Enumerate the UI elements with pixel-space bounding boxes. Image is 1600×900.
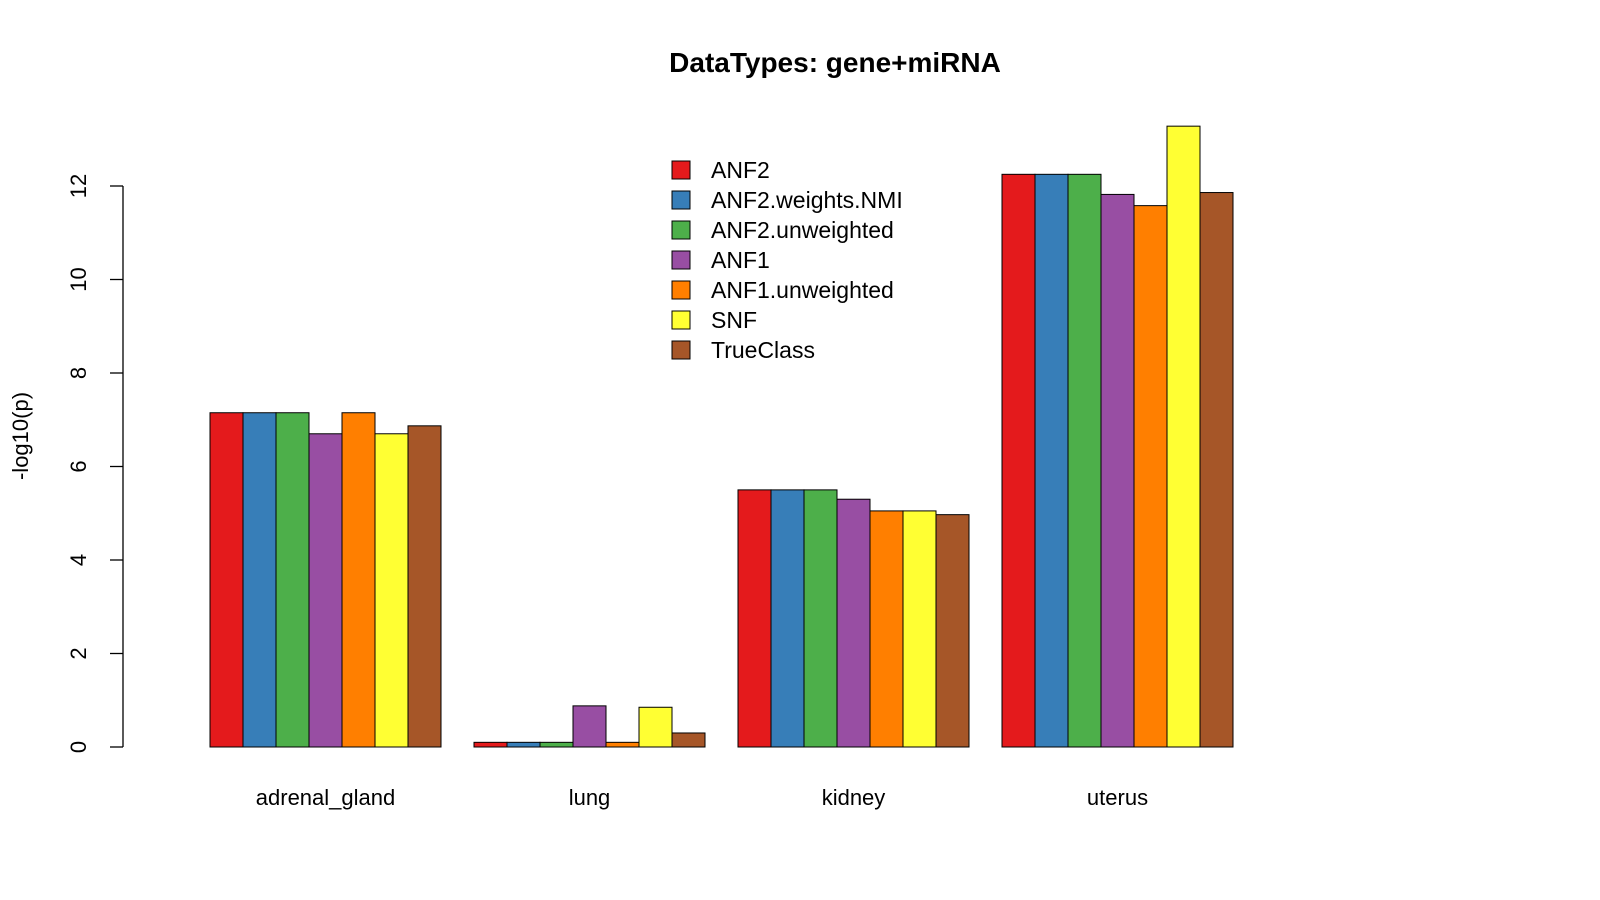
- legend-swatch: [671, 190, 691, 210]
- y-tick-label: 4: [66, 554, 91, 566]
- legend-swatch: [671, 310, 691, 330]
- bar: [1034, 173, 1069, 748]
- legend-label: ANF2: [711, 157, 770, 183]
- chart-title: DataTypes: gene+miRNA: [669, 47, 1001, 78]
- bar: [1133, 205, 1168, 748]
- legend-item: ANF1.unweighted: [671, 277, 894, 303]
- bar: [341, 412, 376, 748]
- bar-group-uterus: [1001, 125, 1234, 748]
- legend-item: ANF2.unweighted: [671, 217, 894, 243]
- bar: [803, 489, 838, 748]
- y-tick-label: 8: [66, 367, 91, 379]
- bar: [638, 706, 673, 748]
- bar-group-adrenal_gland: [209, 412, 442, 748]
- bar: [473, 741, 508, 748]
- y-tick-label: 0: [66, 741, 91, 753]
- y-tick-label: 2: [66, 647, 91, 659]
- bar: [1067, 173, 1102, 748]
- bar: [1199, 192, 1234, 748]
- bar: [935, 514, 970, 748]
- bar: [407, 425, 442, 748]
- bar: [506, 741, 541, 748]
- legend-item: ANF2.weights.NMI: [671, 187, 903, 213]
- legend-label: ANF2.weights.NMI: [711, 187, 903, 213]
- legend-label: ANF1: [711, 247, 770, 273]
- bar: [869, 510, 904, 748]
- x-tick-label: kidney: [822, 785, 886, 810]
- bar: [671, 732, 706, 748]
- legend-label: TrueClass: [711, 337, 815, 363]
- x-tick-label: adrenal_gland: [256, 785, 395, 810]
- y-tick-label: 12: [66, 174, 91, 198]
- bar: [374, 433, 409, 748]
- bar: [242, 412, 277, 748]
- bar-groups: [209, 125, 1234, 748]
- legend-label: ANF1.unweighted: [711, 277, 894, 303]
- y-tick-label: 10: [66, 267, 91, 291]
- bar: [308, 433, 343, 748]
- legend-item: ANF2: [671, 157, 770, 183]
- y-axis: 0 2 4 6 8 10 12: [66, 174, 124, 753]
- bar: [572, 705, 607, 748]
- legend-item: ANF1: [671, 247, 770, 273]
- x-tick-label: uterus: [1087, 785, 1148, 810]
- bar: [770, 489, 805, 748]
- legend-label: ANF2.unweighted: [711, 217, 894, 243]
- x-tick-label: lung: [569, 785, 611, 810]
- bar: [836, 498, 871, 748]
- y-axis-label: -log10(p): [8, 392, 33, 480]
- legend-swatch: [671, 160, 691, 180]
- legend-item: SNF: [671, 307, 757, 333]
- bar: [1001, 173, 1036, 748]
- legend: ANF2 ANF2.weights.NMI ANF2.unweighted ANF1 A…: [671, 157, 903, 363]
- legend-swatch: [671, 280, 691, 300]
- legend-label: SNF: [711, 307, 757, 333]
- bar: [275, 412, 310, 748]
- category-labels: adrenal_gland lung kidney uterus: [256, 785, 1148, 810]
- bar: [539, 741, 574, 748]
- bar: [209, 412, 244, 748]
- bar: [902, 510, 937, 748]
- bar-group-lung: [473, 705, 706, 748]
- legend-swatch: [671, 340, 691, 360]
- bar-group-kidney: [737, 489, 970, 748]
- bar: [605, 741, 640, 748]
- bar: [737, 489, 772, 748]
- bar: [1166, 125, 1201, 748]
- y-tick-label: 6: [66, 460, 91, 472]
- legend-item: TrueClass: [671, 337, 815, 363]
- legend-swatch: [671, 220, 691, 240]
- legend-swatch: [671, 250, 691, 270]
- bar: [1100, 193, 1135, 748]
